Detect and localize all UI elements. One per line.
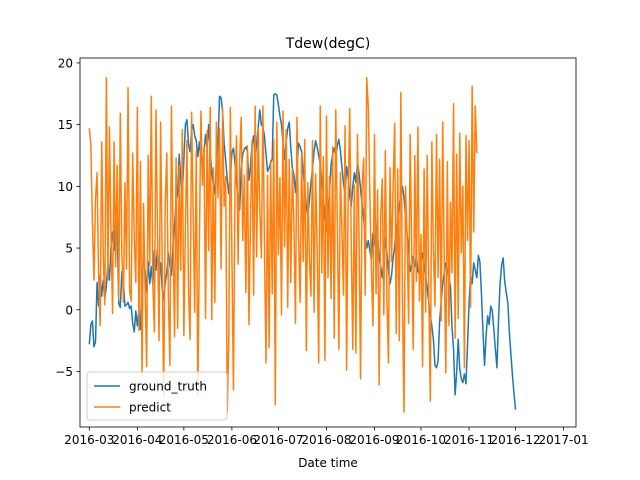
x-tick-label: 2016-06 <box>207 433 257 447</box>
x-tick-label: 2016-11 <box>444 433 494 447</box>
x-tick-label: 2017-01 <box>539 433 589 447</box>
legend-label-ground-truth: ground_truth <box>129 380 207 394</box>
axes-layer <box>79 57 577 428</box>
x-tick-label: 2016-08 <box>301 433 351 447</box>
series-layer <box>88 77 517 413</box>
y-tick-label: 10 <box>58 180 73 194</box>
y-tick-label: 15 <box>58 118 73 132</box>
series-line-predict <box>88 77 478 413</box>
x-axis-label: Date time <box>298 456 358 470</box>
y-tick-label: 5 <box>65 242 73 256</box>
x-tick-label: 2016-05 <box>159 433 209 447</box>
x-axis-ticks: 2016-032016-042016-052016-062016-072016-… <box>64 427 589 447</box>
x-tick-label: 2016-09 <box>349 433 399 447</box>
y-axis-ticks: −5 0 5 10 15 20 <box>55 56 80 379</box>
x-tick-label: 2016-03 <box>64 433 114 447</box>
y-tick-label: 0 <box>65 303 73 317</box>
chart-title: Tdew(degC) <box>285 36 371 52</box>
x-tick-label: 2016-04 <box>112 433 162 447</box>
x-tick-label: 2016-10 <box>396 433 446 447</box>
legend-box <box>86 371 228 421</box>
legend-label-predict: predict <box>129 401 171 415</box>
plot-frame <box>79 57 577 428</box>
y-tick-label: 20 <box>58 56 73 70</box>
x-tick-label: 2016-12 <box>490 433 540 447</box>
x-tick-label: 2016-07 <box>253 433 303 447</box>
y-tick-label: −5 <box>55 365 73 379</box>
